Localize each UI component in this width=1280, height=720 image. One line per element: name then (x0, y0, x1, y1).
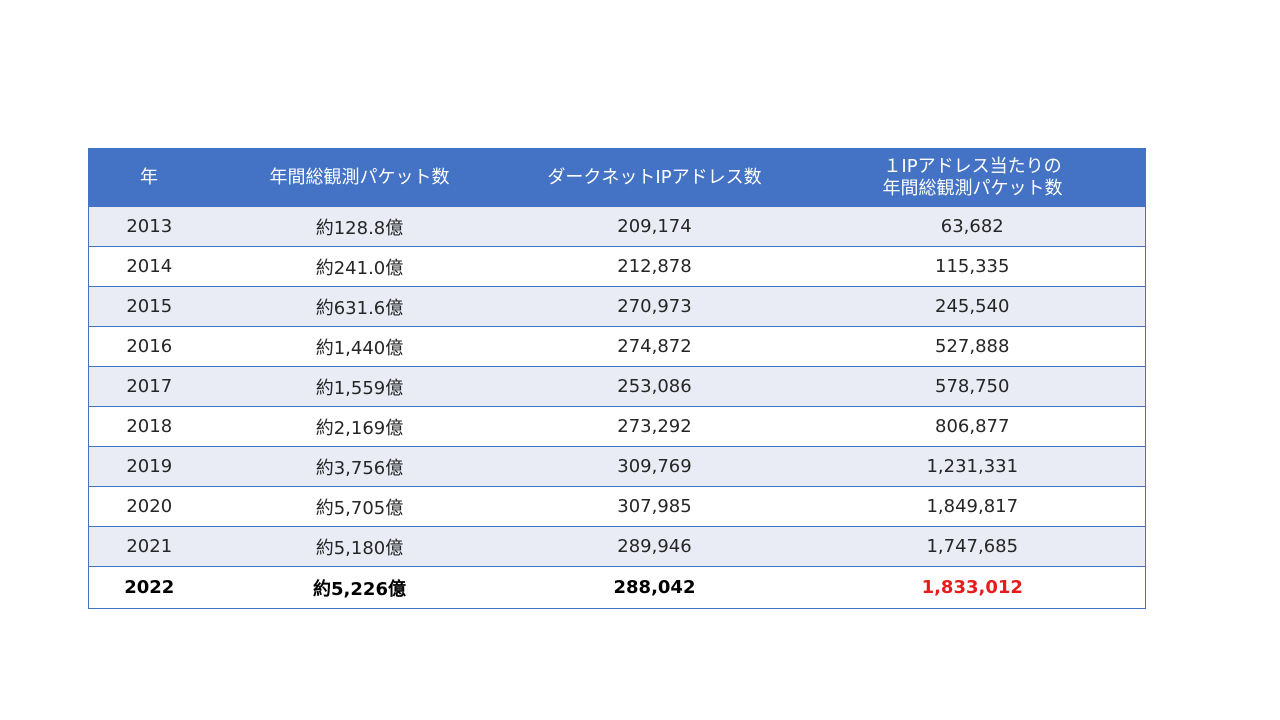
cell-darknet-ips: 270,973 (509, 286, 800, 327)
cell-per-ip: 245,540 (799, 286, 1146, 327)
header-annual-packets: 年間総観測パケット数 (209, 148, 510, 207)
cell-year: 2013 (88, 206, 210, 247)
table-row: 2014 約241.0億 212,878 115,335 (88, 246, 1146, 287)
cell-year: 2018 (88, 406, 210, 447)
header-per-ip: １IPアドレス当たりの 年間総観測パケット数 (799, 148, 1146, 207)
cell-darknet-ips: 309,769 (509, 446, 800, 487)
cell-year: 2017 (88, 366, 210, 407)
cell-annual-packets: 約1,559億 (209, 366, 510, 407)
table-row: 2019 約3,756億 309,769 1,231,331 (88, 446, 1146, 487)
table-row: 2015 約631.6億 270,973 245,540 (88, 286, 1146, 327)
header-darknet-ips: ダークネットIPアドレス数 (509, 148, 800, 207)
cell-annual-packets: 約1,440億 (209, 326, 510, 367)
cell-year: 2022 (88, 566, 210, 609)
table-row: 2018 約2,169億 273,292 806,877 (88, 406, 1146, 447)
header-per-ip-line2: 年間総観測パケット数 (882, 177, 1063, 199)
table-row: 2013 約128.8億 209,174 63,682 (88, 206, 1146, 247)
cell-year: 2020 (88, 486, 210, 527)
cell-darknet-ips: 253,086 (509, 366, 800, 407)
cell-annual-packets: 約5,226億 (209, 566, 510, 609)
table-row: 2020 約5,705億 307,985 1,849,817 (88, 486, 1146, 527)
cell-annual-packets: 約128.8億 (209, 206, 510, 247)
cell-darknet-ips: 273,292 (509, 406, 800, 447)
cell-year: 2016 (88, 326, 210, 367)
cell-per-ip: 1,849,817 (799, 486, 1146, 527)
cell-darknet-ips: 274,872 (509, 326, 800, 367)
header-row: 年 年間総観測パケット数 ダークネットIPアドレス数 １IPアドレス当たりの 年… (88, 148, 1146, 207)
cell-year: 2014 (88, 246, 210, 287)
table-body: 2013 約128.8億 209,174 63,682 2014 約241.0億… (88, 206, 1146, 609)
table-row: 2021 約5,180億 289,946 1,747,685 (88, 526, 1146, 567)
cell-annual-packets: 約5,705億 (209, 486, 510, 527)
darknet-stats-table: 年 年間総観測パケット数 ダークネットIPアドレス数 １IPアドレス当たりの 年… (88, 148, 1146, 609)
table-header: 年 年間総観測パケット数 ダークネットIPアドレス数 １IPアドレス当たりの 年… (88, 148, 1146, 207)
cell-per-ip: 115,335 (799, 246, 1146, 287)
table-row: 2017 約1,559億 253,086 578,750 (88, 366, 1146, 407)
cell-darknet-ips: 209,174 (509, 206, 800, 247)
table-row-highlighted: 2022 約5,226億 288,042 1,833,012 (88, 566, 1146, 609)
cell-per-ip: 806,877 (799, 406, 1146, 447)
cell-darknet-ips: 212,878 (509, 246, 800, 287)
cell-annual-packets: 約2,169億 (209, 406, 510, 447)
table-row: 2016 約1,440億 274,872 527,888 (88, 326, 1146, 367)
cell-per-ip-highlighted: 1,833,012 (799, 566, 1146, 609)
cell-annual-packets: 約5,180億 (209, 526, 510, 567)
cell-per-ip: 1,747,685 (799, 526, 1146, 567)
cell-per-ip: 578,750 (799, 366, 1146, 407)
cell-darknet-ips: 289,946 (509, 526, 800, 567)
cell-year: 2021 (88, 526, 210, 567)
cell-annual-packets: 約631.6億 (209, 286, 510, 327)
cell-annual-packets: 約241.0億 (209, 246, 510, 287)
header-year: 年 (88, 148, 210, 207)
cell-year: 2015 (88, 286, 210, 327)
cell-annual-packets: 約3,756億 (209, 446, 510, 487)
cell-darknet-ips: 288,042 (509, 566, 800, 609)
cell-per-ip: 1,231,331 (799, 446, 1146, 487)
cell-per-ip: 527,888 (799, 326, 1146, 367)
cell-darknet-ips: 307,985 (509, 486, 800, 527)
cell-year: 2019 (88, 446, 210, 487)
cell-per-ip: 63,682 (799, 206, 1146, 247)
header-per-ip-line1: １IPアドレス当たりの (883, 155, 1062, 177)
